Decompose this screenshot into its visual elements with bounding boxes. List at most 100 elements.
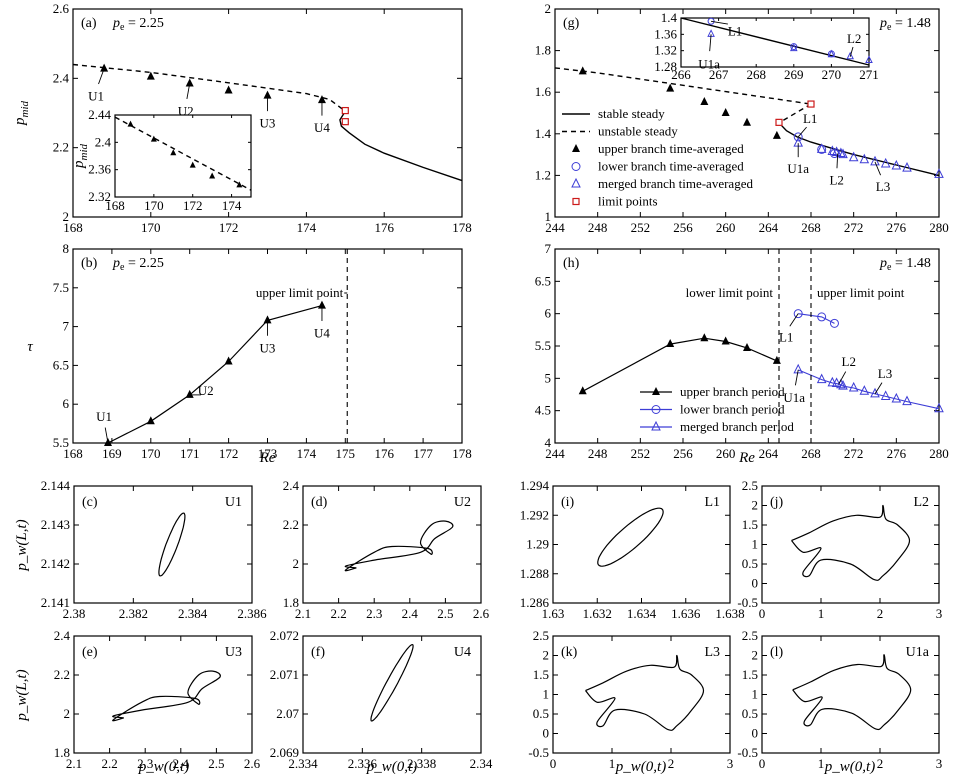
panel-tag: (g) bbox=[563, 16, 580, 31]
x-tick-label: 2.334 bbox=[288, 756, 318, 771]
x-tick-label: 2.4 bbox=[402, 606, 419, 621]
x-tick-label: 2.3 bbox=[366, 606, 382, 621]
x-tick-label: 267 bbox=[709, 67, 729, 82]
pe-label: pe = 2.25 bbox=[112, 16, 164, 33]
x-tick-label: 0 bbox=[550, 756, 557, 771]
callout-line bbox=[104, 427, 109, 444]
axes: 0 1 2 3-0.500.511.522.5 bbox=[737, 478, 942, 621]
x-tick-label: 276 bbox=[887, 220, 907, 235]
callout-line bbox=[711, 20, 728, 25]
x-tick-label: 2 bbox=[668, 756, 675, 771]
x-tick-label: 170 bbox=[141, 446, 161, 461]
y-tick-label: 6 bbox=[545, 306, 552, 321]
y-tick-label: 5 bbox=[545, 370, 552, 385]
y-tick-label: 2 bbox=[752, 498, 759, 513]
y-tick-label: 2.142 bbox=[41, 556, 70, 571]
x-tick-label: 2 bbox=[877, 756, 884, 771]
y-tick-label: 2.2 bbox=[53, 140, 69, 155]
callout-line bbox=[836, 153, 839, 169]
x-tick-label: 2.384 bbox=[178, 606, 208, 621]
unstable-steady-line bbox=[778, 103, 812, 124]
x-tick-label: 3 bbox=[936, 756, 943, 771]
orbit-panel-l1: 1.63 1.632 1.634 1.636 1.638 1.286 1.288 1.29 1.… bbox=[520, 478, 745, 621]
triangle-open-marker bbox=[859, 385, 870, 395]
y-tick-label: 2.141 bbox=[41, 595, 70, 610]
orbit-curve bbox=[585, 654, 705, 731]
x-tick-label: 178 bbox=[452, 446, 472, 461]
y-tick-label: 2.144 bbox=[41, 478, 71, 493]
callout-label: U4 bbox=[314, 326, 330, 341]
x-tick-label: 2.38 bbox=[63, 606, 86, 621]
triangle-open-marker bbox=[859, 153, 870, 164]
triangle-open-marker bbox=[934, 168, 944, 178]
y-tick-label: 0 bbox=[752, 726, 759, 741]
callout-line bbox=[874, 382, 883, 395]
y-tick-label: 7 bbox=[63, 319, 70, 334]
unstable-steady-line bbox=[554, 67, 812, 105]
x-tick-label: 244 bbox=[545, 220, 565, 235]
x-tick-label: 2.1 bbox=[66, 756, 82, 771]
x-tick-label: 168 bbox=[105, 198, 125, 213]
triangle-open-marker bbox=[870, 387, 880, 398]
x-tick-label: 174 bbox=[297, 220, 317, 235]
orbit-label: U1a bbox=[906, 645, 930, 660]
panel-tag: (i) bbox=[561, 495, 575, 510]
legend-label: upper branch time-averaged bbox=[598, 141, 744, 156]
y-tick-label: 4 bbox=[545, 435, 552, 450]
orbit-panel-u3: 2.1 2.2 2.3 2.4 2.5 2.6 1.8 2 2.2 2.4 (e) U3 bbox=[54, 628, 261, 771]
y-tick-label: 1.292 bbox=[520, 507, 549, 522]
x-tick-label: 176 bbox=[374, 446, 394, 461]
x-tick-label: 176 bbox=[374, 220, 394, 235]
callout-label: L1 bbox=[779, 330, 793, 345]
legend-label: lower branch period bbox=[680, 402, 785, 417]
triangle-marker bbox=[317, 300, 326, 309]
triangle-open-marker bbox=[827, 145, 838, 155]
x-tick-label: 170 bbox=[144, 198, 164, 213]
x-tick-label: 170 bbox=[141, 220, 161, 235]
axes: 168 170 172 174 2.32 2.36 2.4 2.44 bbox=[88, 107, 252, 213]
x-tick-label: 173 bbox=[258, 446, 278, 461]
legend-label: merged branch time-averaged bbox=[598, 176, 753, 191]
y-tick-label: 1.2 bbox=[535, 167, 551, 182]
x-tick-label: 264 bbox=[759, 220, 779, 235]
y-tick-label: 0 bbox=[752, 576, 759, 591]
callout-label: L3 bbox=[878, 366, 892, 381]
triangle-marker bbox=[743, 342, 751, 351]
x-tick-label: 3 bbox=[936, 606, 943, 621]
x-tick-label: 177 bbox=[413, 446, 433, 461]
legend-label: unstable steady bbox=[598, 124, 678, 139]
x-tick-label: 174 bbox=[222, 198, 242, 213]
x-tick-label: 172 bbox=[219, 446, 239, 461]
triangle-marker bbox=[666, 83, 675, 92]
x-tick-label: 272 bbox=[844, 220, 864, 235]
y-tick-label: 2.36 bbox=[88, 162, 111, 177]
inset-y-axis-label: pmid bbox=[71, 144, 90, 170]
x-tick-label: 2.1 bbox=[295, 606, 311, 621]
y-tick-label: 2 bbox=[64, 706, 71, 721]
panel-tag: (k) bbox=[561, 645, 578, 660]
triangle-open-marker bbox=[816, 373, 827, 384]
panel-tag: (l) bbox=[770, 645, 784, 660]
y-tick-label: 2.2 bbox=[283, 517, 299, 532]
triangle-open-marker bbox=[831, 377, 842, 388]
x-tick-label: 268 bbox=[801, 446, 821, 461]
x-tick-label: 256 bbox=[673, 446, 693, 461]
orbit-label: U3 bbox=[225, 645, 242, 660]
triangle-open-marker bbox=[846, 51, 855, 60]
plot-frame bbox=[302, 485, 482, 604]
triangle-marker bbox=[146, 71, 155, 80]
orbit-y-label: p_w(L,t) bbox=[14, 669, 30, 721]
inset-g: 266 267 268 269 270 271 1.281.32 1.361.4 L1 L2 U1a bbox=[654, 10, 879, 82]
orbit-panel-u4: 2.334 2.336 2.338 2.34 2.069 2.07 2.071 2.072 (f… bbox=[270, 628, 493, 771]
triangle-open-marker bbox=[836, 147, 846, 158]
x-tick-label: 269 bbox=[784, 67, 804, 82]
callout-label: U2 bbox=[198, 383, 214, 398]
x-tick-label: 266 bbox=[671, 67, 691, 82]
y-tick-label: 0.5 bbox=[533, 706, 549, 721]
triangle-open-marker bbox=[827, 376, 838, 387]
triangle-marker bbox=[721, 336, 730, 345]
callout-label: L1 bbox=[728, 23, 742, 38]
lower-period-line bbox=[798, 313, 835, 324]
callout-label: L1 bbox=[803, 111, 817, 126]
